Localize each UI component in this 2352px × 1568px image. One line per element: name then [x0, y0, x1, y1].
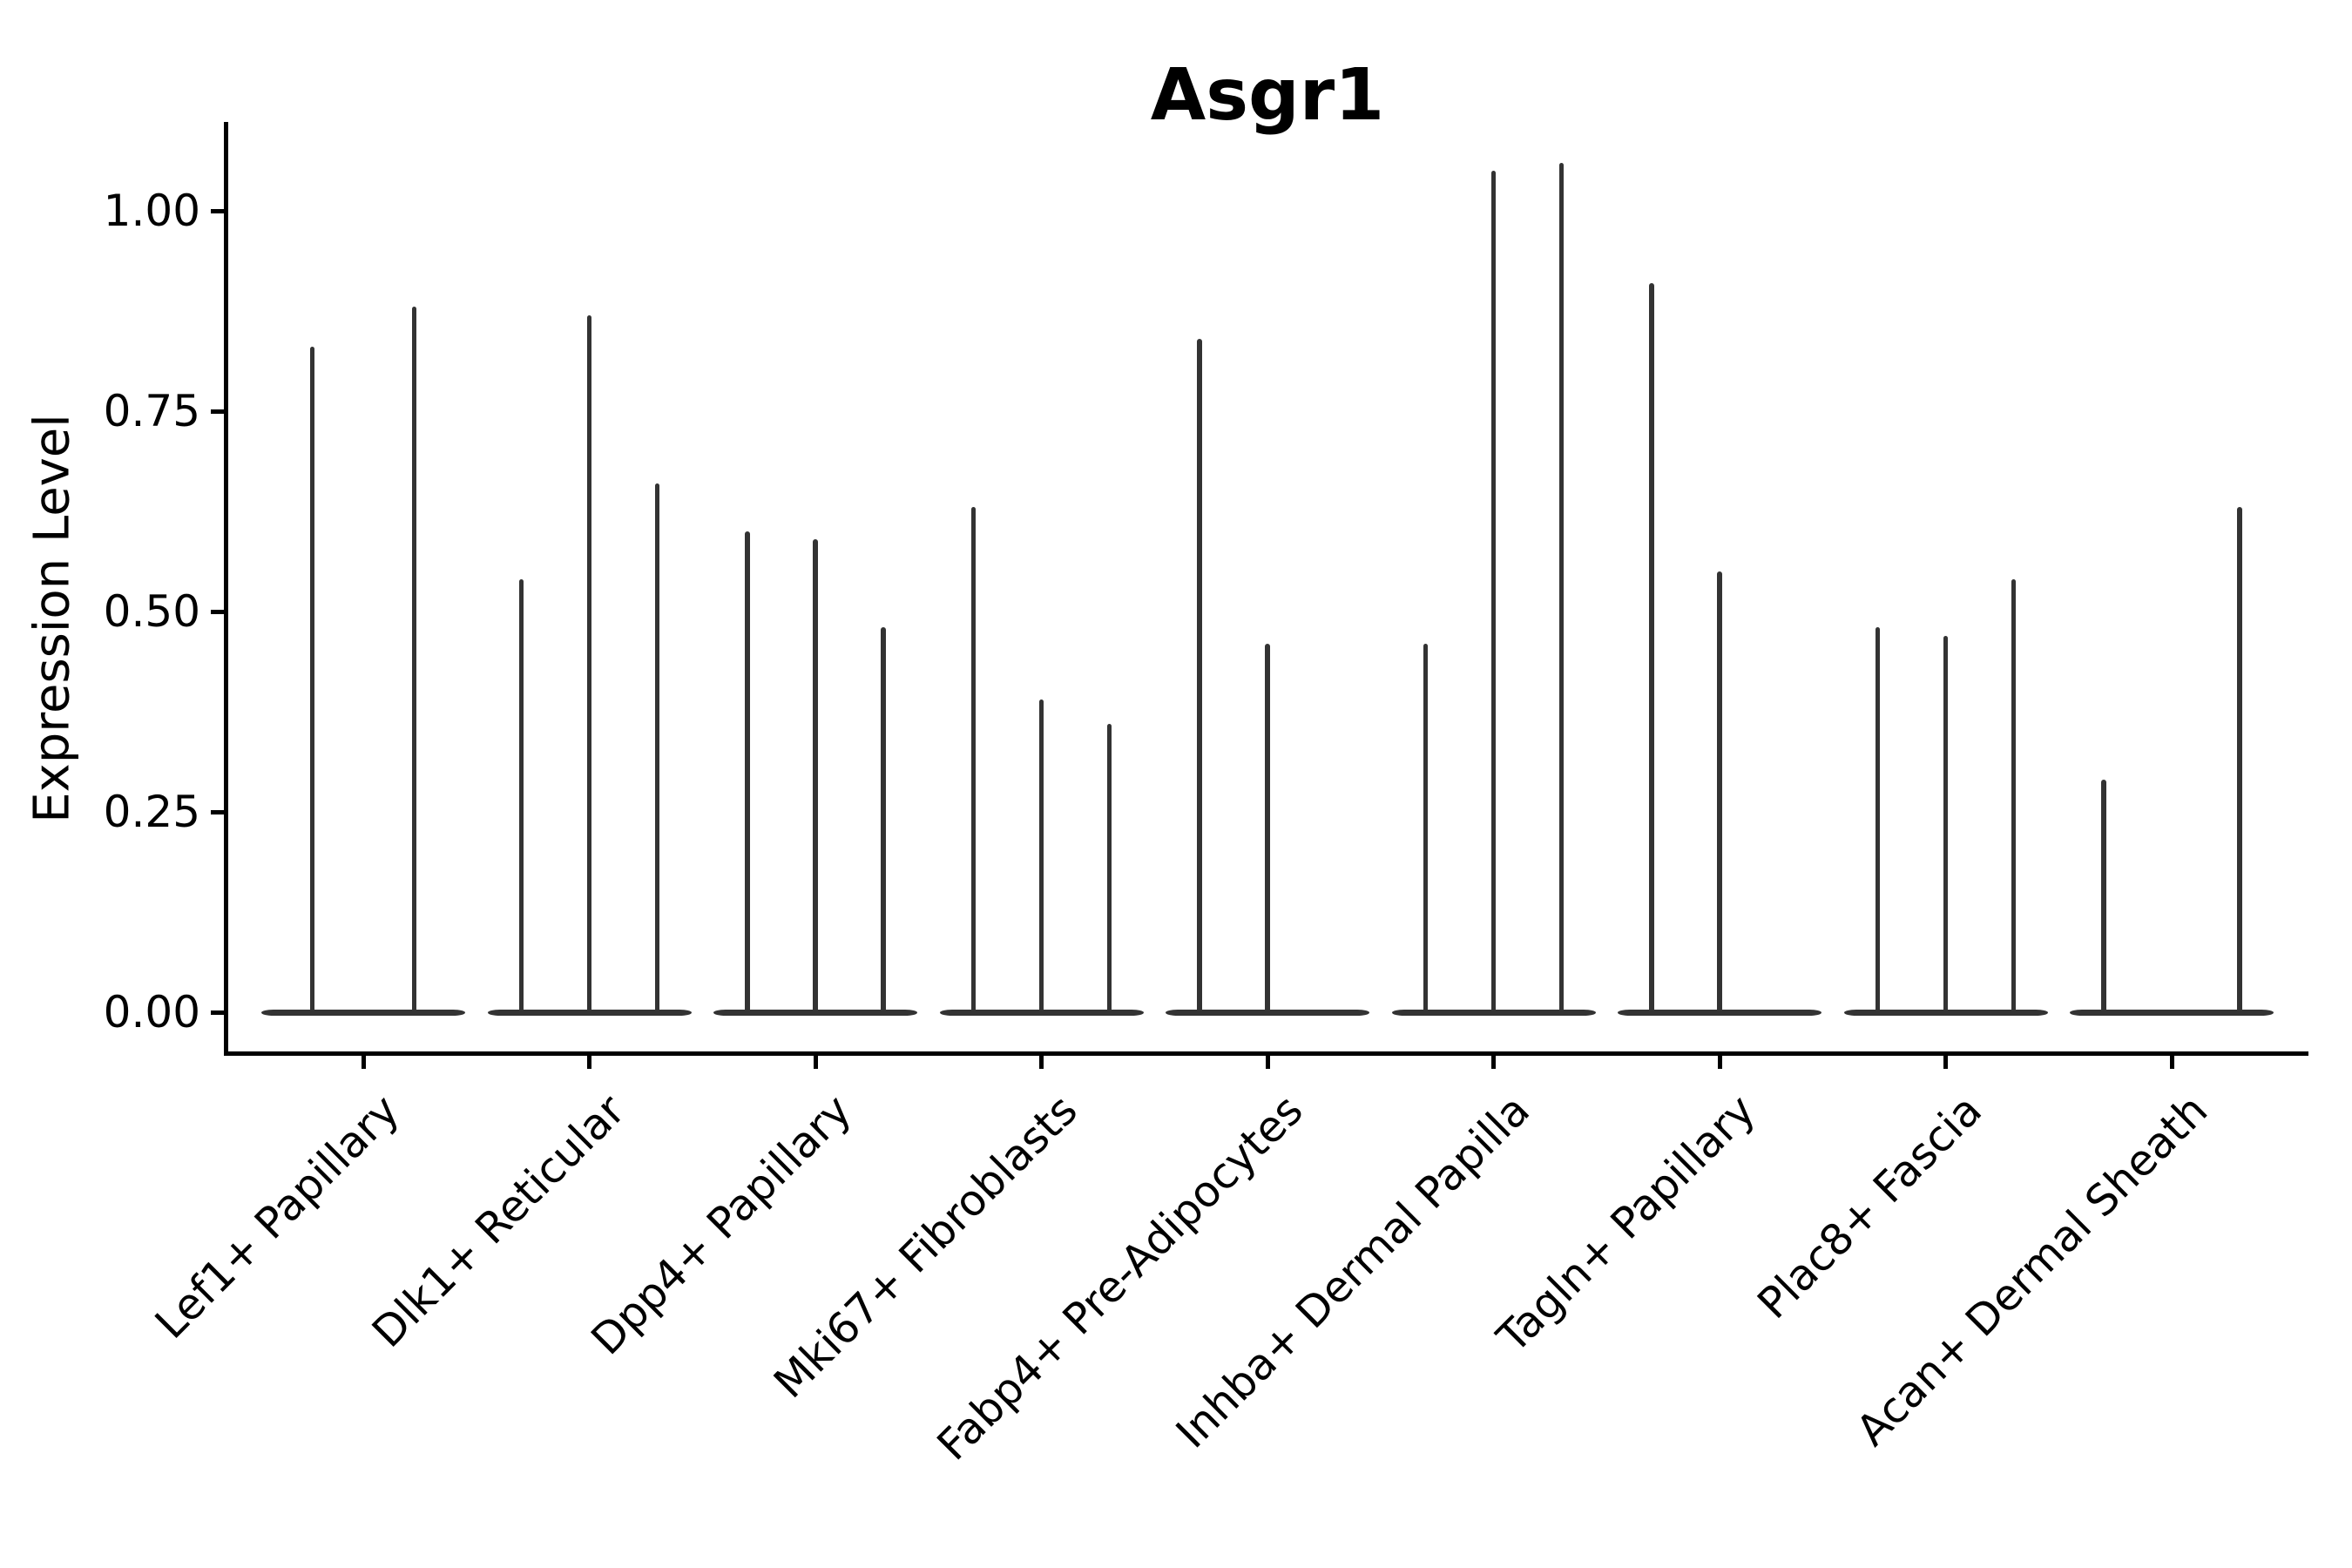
y-tick-label: 0.25 — [103, 787, 200, 837]
violin-baseline — [487, 1009, 692, 1016]
y-tick-label: 0.75 — [103, 386, 200, 436]
y-tick-label: 0.00 — [103, 987, 200, 1037]
violin-spike — [1423, 643, 1429, 1012]
x-axis-category-label: Dlk1+ Reticular — [362, 1085, 635, 1357]
x-tick-mark — [1491, 1053, 1496, 1069]
violin-spike — [1106, 723, 1112, 1012]
y-tick-mark — [211, 208, 226, 213]
violin-spike — [586, 314, 592, 1012]
y-tick-mark — [211, 1010, 226, 1015]
x-tick-mark — [587, 1053, 591, 1069]
x-tick-mark — [1943, 1053, 1948, 1069]
violin-baseline — [939, 1009, 1144, 1016]
violin-spike — [2101, 780, 2106, 1012]
y-tick-mark — [211, 809, 226, 814]
violin-baseline — [1618, 1009, 1821, 1016]
y-tick-label: 0.50 — [103, 586, 200, 637]
violin-spike — [881, 627, 886, 1012]
violin-spike — [1197, 339, 1202, 1012]
y-tick-label: 1.00 — [103, 186, 200, 236]
x-tick-mark — [1717, 1053, 1722, 1069]
x-tick-mark — [813, 1053, 818, 1069]
violin-spike — [1717, 571, 1722, 1012]
violin-spike — [745, 531, 750, 1012]
violin-spike — [1875, 627, 1881, 1012]
violin-spike — [1265, 643, 1270, 1012]
plot-title: Asgr1 — [1150, 54, 1385, 137]
violin-spike — [1490, 171, 1497, 1012]
x-axis-category-label: Lef1+ Papillary — [145, 1085, 409, 1348]
violin-spike — [654, 483, 660, 1012]
violin-spike — [411, 307, 417, 1012]
violin-spike — [1038, 700, 1044, 1012]
violin-baseline — [1391, 1009, 1596, 1016]
violin-baseline — [713, 1009, 917, 1016]
violin-baseline — [2070, 1009, 2274, 1016]
x-axis-category-label: Plac8+ Fascia — [1747, 1085, 1991, 1329]
violin-spike — [2011, 579, 2017, 1012]
violin-spike — [2237, 507, 2242, 1012]
x-axis-category-label: Fabp4+ Pre-Adipocytes — [928, 1085, 1314, 1470]
violin-spike — [813, 539, 818, 1012]
violin-spike — [1558, 162, 1565, 1012]
violin-spike — [518, 579, 524, 1012]
x-tick-mark — [2169, 1053, 2174, 1069]
violin-spike — [1649, 282, 1654, 1012]
violin-spike — [1943, 635, 1949, 1012]
x-tick-mark — [361, 1053, 366, 1069]
violin-spike — [309, 347, 315, 1012]
x-tick-mark — [1039, 1053, 1044, 1069]
violin-baseline — [1166, 1009, 1369, 1016]
y-axis-spine — [223, 122, 228, 1055]
violin-baseline — [261, 1009, 465, 1016]
y-tick-mark — [211, 609, 226, 614]
x-tick-mark — [1265, 1053, 1270, 1069]
violin-spike — [970, 507, 977, 1012]
violin-baseline — [1843, 1009, 2048, 1016]
y-tick-mark — [211, 409, 226, 414]
